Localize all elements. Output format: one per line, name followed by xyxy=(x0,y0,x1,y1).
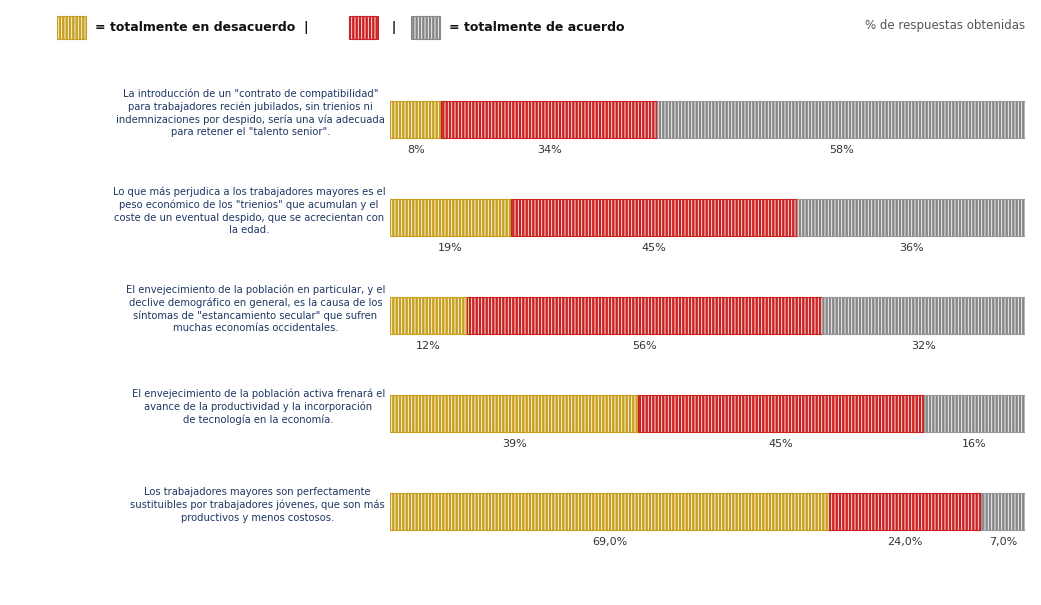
Bar xyxy=(466,297,822,335)
Bar xyxy=(923,395,1025,433)
Text: Lo que más perjudica a los trabajadores mayores es el
peso económico de los "tri: Lo que más perjudica a los trabajadores … xyxy=(112,187,385,235)
Text: 45%: 45% xyxy=(641,243,666,253)
Bar xyxy=(390,297,466,335)
Bar xyxy=(511,199,796,237)
Text: 39%: 39% xyxy=(502,439,527,450)
Text: 7,0%: 7,0% xyxy=(989,537,1017,548)
Text: 58%: 58% xyxy=(829,145,854,155)
Text: El envejecimiento de la población en particular, y el
declive demográfico en gen: El envejecimiento de la población en par… xyxy=(126,284,385,333)
Text: 19%: 19% xyxy=(438,243,463,253)
Text: % de respuestas obtenidas: % de respuestas obtenidas xyxy=(865,19,1025,32)
Text: 45%: 45% xyxy=(768,439,793,450)
Bar xyxy=(390,297,466,335)
Bar xyxy=(796,199,1025,237)
Bar xyxy=(822,297,1025,335)
Text: 69,0%: 69,0% xyxy=(592,537,627,548)
Text: 34%: 34% xyxy=(537,145,561,155)
Text: = totalmente de acuerdo: = totalmente de acuerdo xyxy=(449,21,625,34)
Text: 56%: 56% xyxy=(632,341,657,352)
Text: 8%: 8% xyxy=(407,145,425,155)
Bar xyxy=(390,395,638,433)
Bar xyxy=(796,199,1025,237)
Bar xyxy=(923,395,1025,433)
Bar xyxy=(822,297,1025,335)
Text: 24,0%: 24,0% xyxy=(887,537,922,548)
Bar xyxy=(638,395,923,433)
Bar xyxy=(829,493,981,531)
Text: = totalmente en desacuerdo  |: = totalmente en desacuerdo | xyxy=(95,21,308,34)
Bar xyxy=(657,101,1025,139)
Text: Los trabajadores mayores son perfectamente
sustituibles por trabajadores jóvenes: Los trabajadores mayores son perfectamen… xyxy=(130,487,385,523)
Text: El envejecimiento de la población activa frenará el
avance de la productividad y: El envejecimiento de la población activa… xyxy=(132,388,385,425)
Text: 12%: 12% xyxy=(416,341,440,352)
Bar xyxy=(390,101,441,139)
Text: 32%: 32% xyxy=(912,341,936,352)
Bar xyxy=(390,395,638,433)
Bar xyxy=(981,493,1025,531)
Bar xyxy=(441,101,657,139)
Bar xyxy=(390,493,829,531)
Bar xyxy=(390,101,441,139)
Bar xyxy=(981,493,1025,531)
Text: 16%: 16% xyxy=(962,439,987,450)
Bar xyxy=(829,493,981,531)
Bar xyxy=(511,199,796,237)
Bar xyxy=(390,493,829,531)
Bar xyxy=(390,199,511,237)
Text: 36%: 36% xyxy=(898,243,923,253)
Bar xyxy=(441,101,657,139)
Bar xyxy=(466,297,822,335)
Bar xyxy=(390,199,511,237)
Bar xyxy=(638,395,923,433)
Text: La introducción de un "contrato de compatibilidad"
para trabajadores recién jubi: La introducción de un "contrato de compa… xyxy=(117,88,385,137)
Text: |: | xyxy=(383,21,397,34)
Bar xyxy=(657,101,1025,139)
